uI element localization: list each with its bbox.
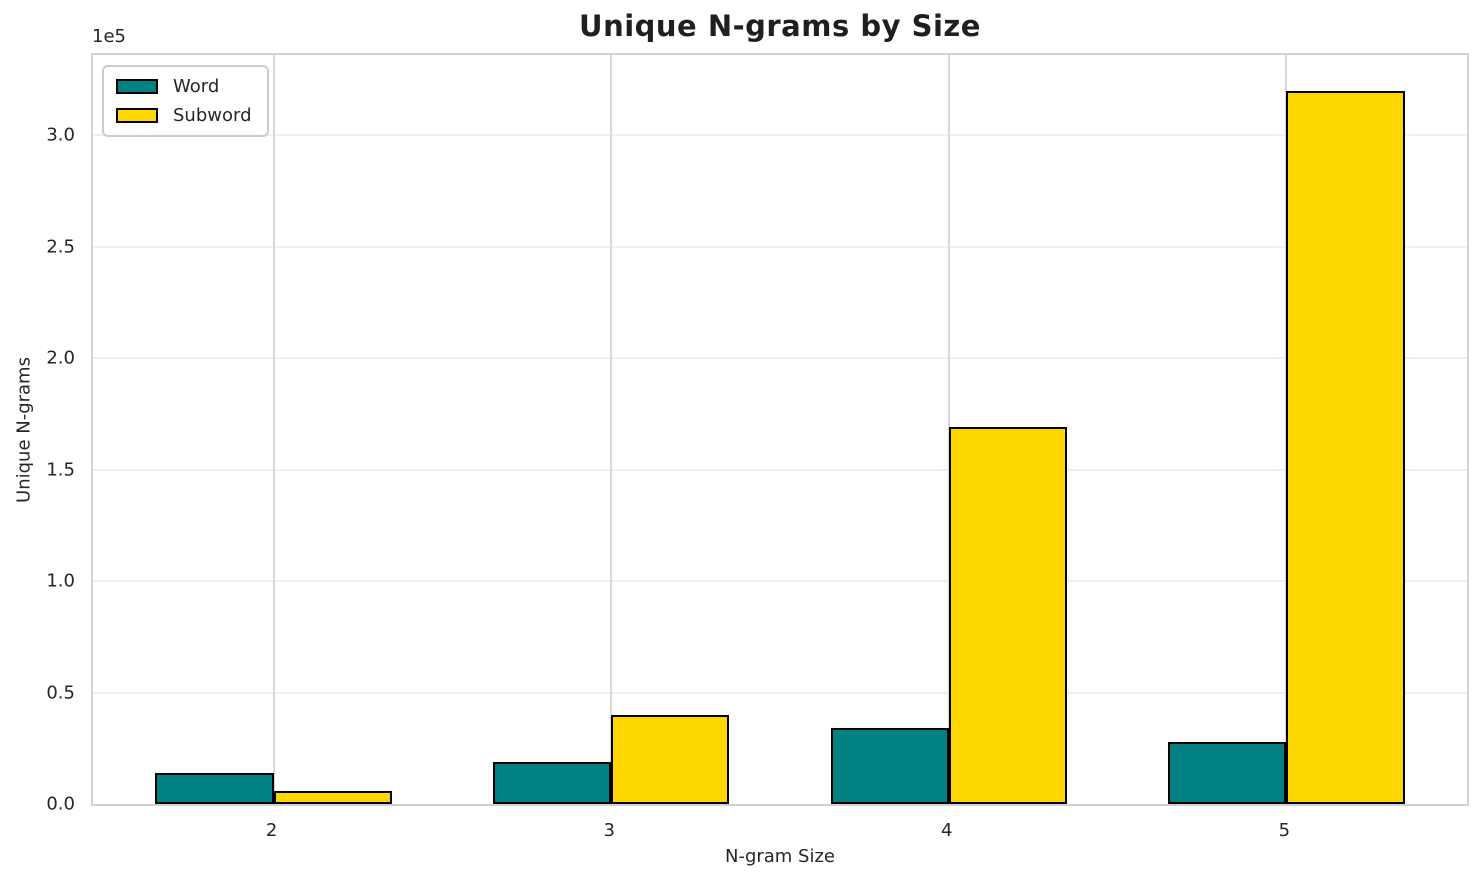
y-tick-label: 2.0 (46, 347, 75, 369)
y-tick-label: 1.0 (46, 570, 75, 592)
y-tick-label: 3.0 (46, 124, 75, 146)
bar-word-5 (1168, 741, 1287, 804)
bar-word-4 (830, 728, 949, 804)
bar-subword-5 (1286, 90, 1405, 804)
y-tick-label: 2.5 (46, 236, 75, 258)
plot-area: Word Subword (91, 53, 1469, 806)
legend-label: Subword (173, 105, 252, 126)
bar-subword-3 (611, 714, 730, 804)
legend-item: Subword (116, 105, 252, 126)
x-tick-label: 4 (941, 820, 953, 841)
legend-item: Word (116, 76, 252, 97)
gridline-horizontal (93, 580, 1467, 583)
gridline-horizontal (93, 134, 1467, 137)
subword-color-swatch (116, 108, 158, 123)
bar-subword-2 (273, 790, 392, 804)
gridline-vertical (610, 55, 613, 804)
x-tick-label: 5 (1278, 820, 1291, 841)
gridline-horizontal (93, 357, 1467, 360)
x-axis-label: N-gram Size (724, 846, 836, 867)
gridline-horizontal (93, 468, 1467, 471)
x-tick-label: 2 (265, 820, 278, 841)
chart-title: Unique N-grams by Size (579, 9, 981, 43)
gridline-horizontal (93, 691, 1467, 694)
bar-word-2 (155, 772, 274, 804)
bar-subword-4 (948, 427, 1067, 804)
word-color-swatch (116, 79, 158, 94)
gridline-horizontal (93, 245, 1467, 248)
gridline-vertical (272, 55, 275, 804)
y-axis-offset-label: 1e5 (92, 26, 126, 47)
y-axis-label: Unique N-grams (13, 357, 35, 503)
bar-word-3 (493, 761, 612, 804)
legend: Word Subword (102, 65, 269, 137)
y-tick-label: 0.0 (46, 793, 75, 815)
y-tick-label: 0.5 (46, 682, 75, 704)
x-tick-label: 3 (603, 820, 615, 841)
legend-label: Word (173, 76, 220, 97)
y-tick-label: 1.5 (46, 459, 75, 481)
